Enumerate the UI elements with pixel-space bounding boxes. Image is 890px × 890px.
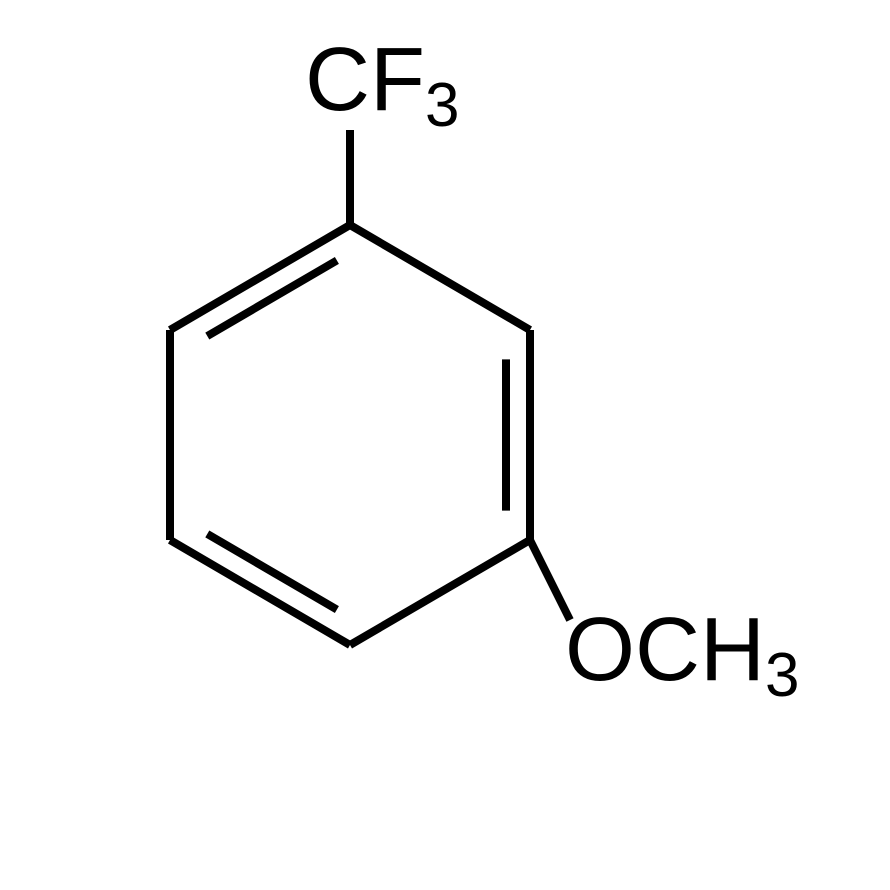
molecule-diagram: CF3 OCH3	[0, 0, 890, 890]
svg-text:CF3: CF3	[305, 30, 459, 140]
svg-text:OCH3: OCH3	[565, 600, 799, 710]
